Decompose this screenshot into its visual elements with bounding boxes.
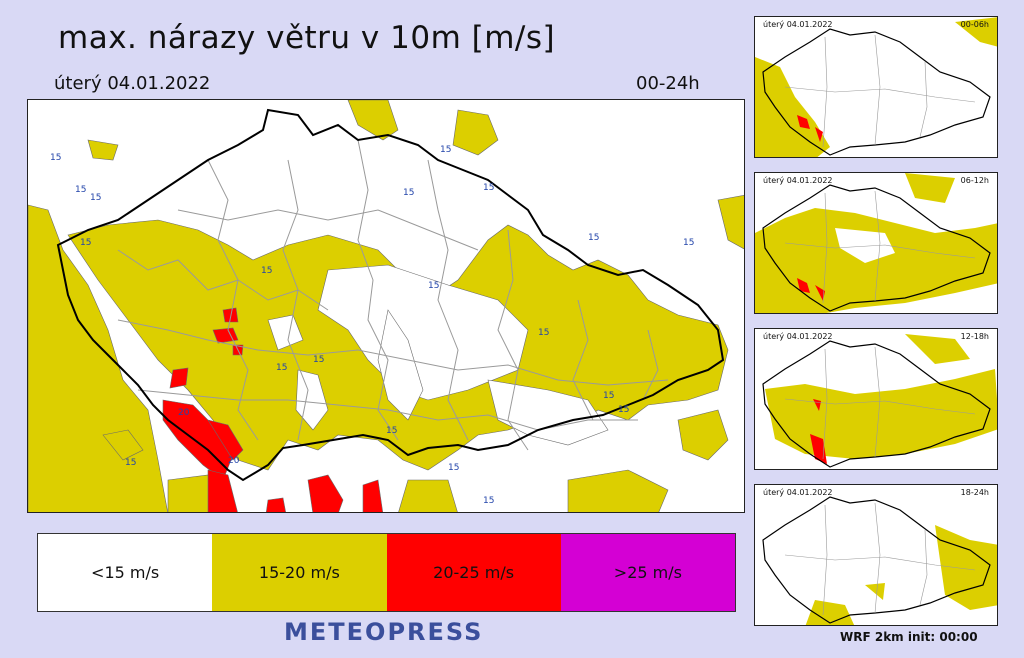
meteopress-logo: METEOPRESS	[284, 618, 484, 646]
country-border	[56, 108, 725, 482]
svg-text:15: 15	[125, 458, 136, 468]
map-date: úterý 04.01.2022	[54, 73, 211, 94]
svg-text:15: 15	[618, 405, 629, 415]
mini-map-18-24: úterý 04.01.2022 18-24h	[754, 484, 998, 626]
map-title: max. nárazy větru v 10m [m/s]	[58, 20, 556, 56]
mini-map-06-12: úterý 04.01.2022 06-12h	[754, 172, 998, 314]
svg-text:15: 15	[440, 145, 451, 155]
svg-text:15: 15	[403, 188, 414, 198]
map-period: 00-24h	[636, 73, 700, 94]
svg-text:15: 15	[75, 185, 86, 195]
svg-text:15: 15	[448, 463, 459, 473]
mini-map-period: 06-12h	[960, 176, 989, 185]
mini-map-date: úterý 04.01.2022	[763, 20, 833, 29]
mini-map-period: 12-18h	[960, 332, 989, 341]
svg-text:15: 15	[90, 193, 101, 203]
zone-20-25	[162, 307, 384, 512]
svg-text:15: 15	[80, 238, 91, 248]
contour-labels: 15 15 15 15 15 15 15 15 15 15 15 15 15 1…	[50, 145, 694, 506]
svg-text:15: 15	[313, 355, 324, 365]
mini-map-date: úterý 04.01.2022	[763, 488, 833, 497]
svg-text:15: 15	[50, 153, 61, 163]
svg-text:20: 20	[228, 456, 240, 466]
mini-map-00-06: úterý 04.01.2022 00-06h	[754, 16, 998, 158]
model-info: WRF 2km init: 00:00	[840, 630, 978, 644]
svg-text:15: 15	[683, 238, 694, 248]
wind-speed-legend: <15 m/s 15-20 m/s 20-25 m/s >25 m/s	[37, 533, 736, 612]
svg-text:15: 15	[386, 426, 397, 436]
mini-map-period: 00-06h	[960, 20, 989, 29]
svg-text:15: 15	[276, 363, 287, 373]
mini-map-date: úterý 04.01.2022	[763, 332, 833, 341]
mini-map-period: 18-24h	[960, 488, 989, 497]
svg-text:15: 15	[603, 391, 614, 401]
legend-20-25: 20-25 m/s	[386, 534, 561, 611]
legend-15-20: 15-20 m/s	[212, 534, 387, 611]
mini-map-date: úterý 04.01.2022	[763, 176, 833, 185]
svg-text:15: 15	[428, 281, 439, 291]
main-wind-gust-map: 15 15 15 15 15 15 15 15 15 15 15 15 15 1…	[27, 99, 745, 513]
svg-text:15: 15	[483, 496, 494, 506]
svg-text:15: 15	[261, 266, 272, 276]
mini-map-12-18: úterý 04.01.2022 12-18h	[754, 328, 998, 470]
svg-text:15: 15	[588, 233, 599, 243]
legend-above-25: >25 m/s	[560, 534, 735, 611]
svg-text:15: 15	[483, 183, 494, 193]
svg-text:20: 20	[178, 408, 190, 418]
svg-text:15: 15	[538, 328, 549, 338]
legend-below-15: <15 m/s	[38, 534, 213, 611]
district-boundaries	[117, 139, 669, 451]
